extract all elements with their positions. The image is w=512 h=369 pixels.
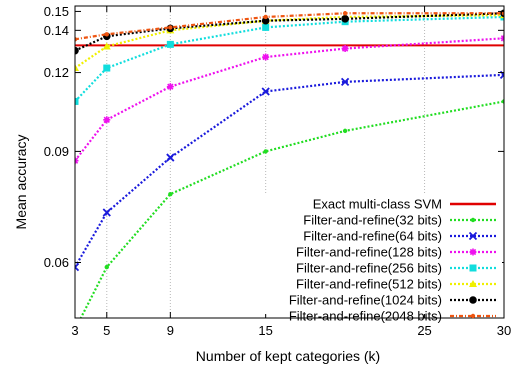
series-line-1	[75, 73, 504, 268]
data-point-s1-1	[102, 208, 111, 217]
plot-frame	[74, 5, 505, 319]
x-tick-label: 15	[258, 323, 272, 338]
data-point-s6-1	[104, 32, 109, 37]
series-line-2	[75, 37, 504, 162]
data-point-s5-0	[75, 46, 79, 55]
y-tick-label: 0.06	[44, 255, 69, 270]
data-point-s1-3	[261, 87, 270, 96]
legend-label: Exact multi-class SVM	[313, 197, 442, 212]
data-point-s0-4	[342, 128, 348, 134]
data-point-s6-5	[501, 11, 504, 16]
legend-marker-6	[470, 313, 476, 319]
x-tick-label: 5	[103, 323, 110, 338]
data-point-s6-0	[75, 37, 78, 42]
legend-marker-2	[469, 248, 477, 256]
series-line-3	[75, 15, 504, 103]
x-tick-label: 25	[417, 323, 431, 338]
data-point-s0-3	[263, 149, 268, 154]
legend-label: Filter-and-refine(512 bits)	[296, 277, 442, 292]
data-point-s2-4	[341, 45, 349, 53]
legend-label: Filter-and-refine(2048 bits)	[289, 309, 442, 324]
data-point-s4-0	[75, 64, 79, 72]
y-axis-label: Mean accuracy	[13, 135, 29, 230]
data-point-s0-1	[104, 264, 109, 270]
data-point-s1-4	[340, 77, 350, 86]
legend-label: Filter-and-refine(64 bits)	[303, 229, 442, 244]
legend: Exact multi-class SVMFilter-and-refine(3…	[262, 193, 502, 324]
x-axis-label: Number of kept categories (k)	[196, 348, 380, 364]
legend-marker-4	[469, 280, 477, 287]
y-tick-label: 0.15	[44, 4, 69, 19]
x-tick-label: 3	[71, 323, 78, 338]
data-point-s4-1	[102, 42, 111, 50]
legend-label: Filter-and-refine(32 bits)	[303, 213, 442, 228]
data-point-s3-3	[262, 23, 270, 31]
data-point-s6-4	[342, 11, 348, 16]
y-tick-label: 0.14	[44, 23, 69, 38]
data-point-s1-2	[166, 153, 175, 162]
data-point-s5-3	[261, 16, 270, 25]
y-tick-label: 0.09	[44, 144, 69, 159]
legend-marker-5	[469, 296, 477, 304]
data-point-s2-3	[262, 53, 270, 61]
series-line-4	[75, 14, 504, 69]
series-line-0	[79, 100, 504, 318]
data-point-s2-1	[103, 116, 111, 124]
data-point-s6-2	[168, 25, 173, 30]
data-point-s0-5	[501, 99, 504, 104]
data-point-s1-0	[75, 262, 80, 272]
data-point-s3-1	[103, 64, 111, 72]
legend-label: Filter-and-refine(1024 bits)	[289, 293, 442, 308]
legend-marker-3	[469, 264, 477, 272]
x-tick-label: 30	[497, 323, 511, 338]
legend-marker-1	[468, 231, 478, 241]
legend-background	[262, 193, 502, 314]
data-point-s0-2	[168, 191, 173, 197]
data-point-s5-4	[341, 15, 349, 23]
legend-marker-0	[470, 217, 476, 223]
data-point-s3-2	[166, 40, 174, 48]
data-point-s3-0	[75, 97, 79, 105]
x-tick-label: 9	[167, 323, 174, 338]
axis-ticks: 3 5 9 15 25 30 0.06 0.09 0.12 0.14 0.15	[44, 4, 512, 338]
data-point-s6-3	[263, 14, 268, 20]
y-tick-label: 0.12	[44, 65, 69, 80]
series-group	[75, 9, 504, 318]
series-line-5	[75, 12, 504, 52]
legend-label: Filter-and-refine(128 bits)	[296, 245, 442, 260]
data-point-s2-2	[166, 83, 174, 91]
series-line-6	[75, 12, 504, 41]
legend-label: Filter-and-refine(256 bits)	[296, 261, 442, 276]
